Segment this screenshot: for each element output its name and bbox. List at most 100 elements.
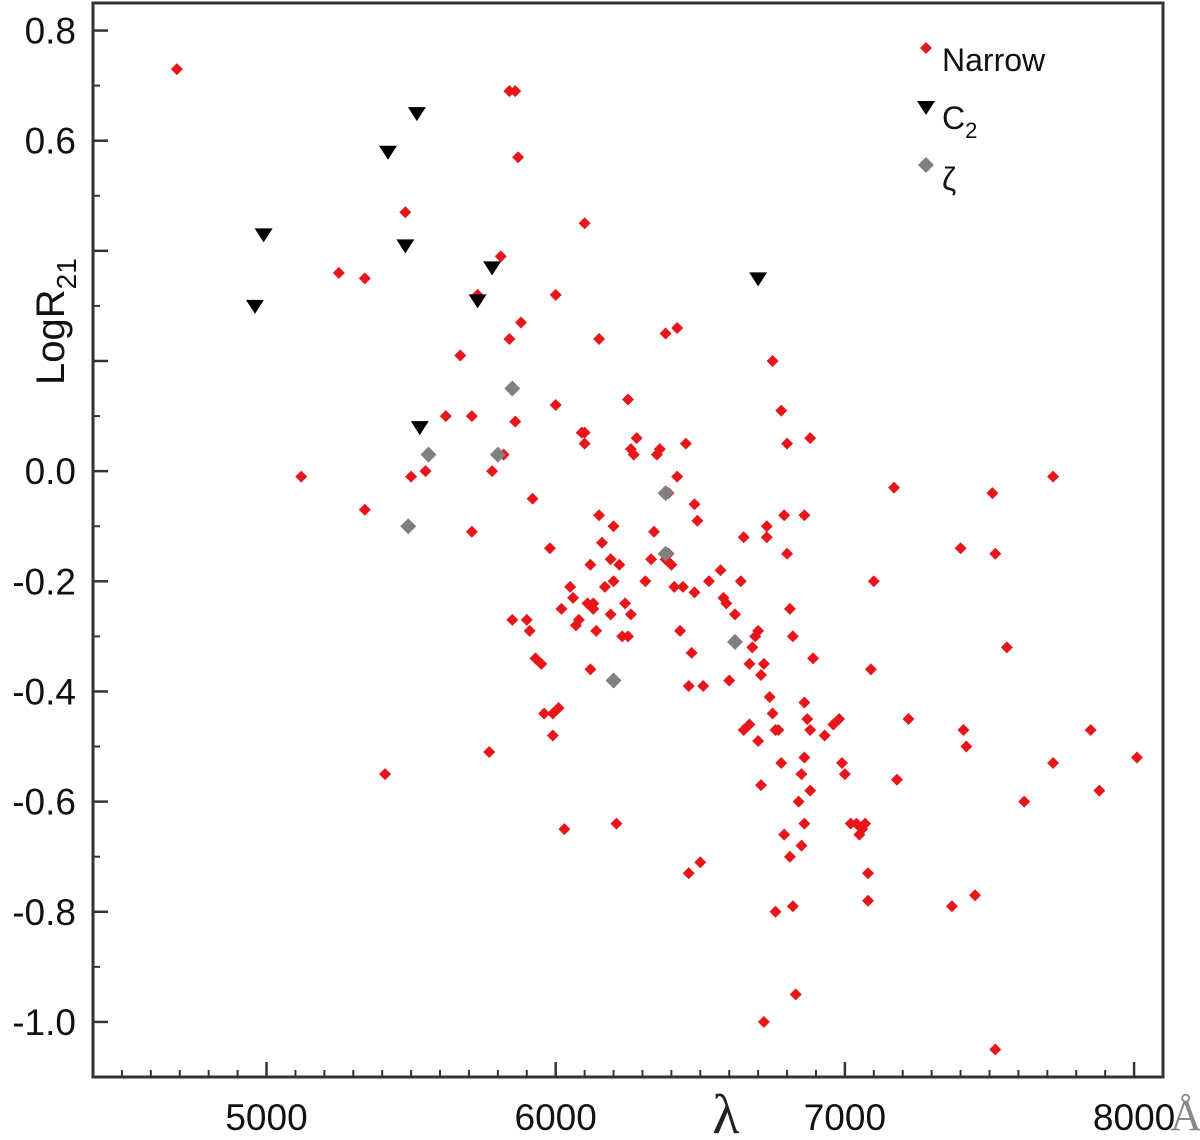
data-point xyxy=(454,349,467,362)
data-point xyxy=(804,724,817,737)
data-point xyxy=(760,531,773,544)
data-point xyxy=(676,580,689,593)
data-point xyxy=(798,751,811,764)
data-point xyxy=(859,817,872,830)
legend-marker-c2 xyxy=(917,101,935,115)
data-point xyxy=(578,426,591,439)
data-point xyxy=(295,470,308,483)
data-point xyxy=(763,690,776,703)
data-point xyxy=(494,250,507,263)
data-point xyxy=(729,608,741,621)
data-point xyxy=(535,657,548,670)
data-point xyxy=(798,696,811,709)
data-point xyxy=(798,509,811,522)
legend-label-c2-main: C xyxy=(942,100,965,136)
data-point xyxy=(702,575,715,588)
data-point xyxy=(954,542,967,555)
data-point xyxy=(838,768,851,781)
data-point xyxy=(657,545,674,562)
data-point xyxy=(804,784,817,797)
x-tick-label: 7000 xyxy=(804,1097,886,1138)
data-point xyxy=(778,509,791,522)
data-point xyxy=(465,410,478,423)
legend: Narrow C2 ζ xyxy=(917,42,1046,197)
data-point xyxy=(727,633,743,650)
data-point xyxy=(439,410,452,423)
data-point xyxy=(503,332,516,345)
data-point xyxy=(520,613,533,626)
x-axis-title: λ xyxy=(712,1084,739,1140)
data-point xyxy=(766,707,779,720)
data-point xyxy=(598,580,611,593)
data-point xyxy=(734,575,747,588)
data-point xyxy=(1018,795,1031,808)
y-axis-title-main: LogR xyxy=(29,289,73,385)
data-point xyxy=(801,713,814,725)
data-point xyxy=(468,294,487,309)
data-point xyxy=(578,217,591,230)
data-point xyxy=(792,795,805,808)
data-point xyxy=(624,608,637,621)
data-point xyxy=(752,735,765,748)
y-tick-label: 0.0 xyxy=(25,451,76,492)
data-point xyxy=(483,746,496,759)
data-point xyxy=(945,900,958,913)
data-point xyxy=(630,432,643,445)
data-point xyxy=(627,448,640,461)
data-point xyxy=(552,701,565,714)
y-tick-label: -0.8 xyxy=(12,892,76,933)
data-point xyxy=(399,206,412,219)
data-point xyxy=(781,437,794,450)
data-point xyxy=(549,399,562,412)
data-point xyxy=(584,558,597,571)
data-point xyxy=(379,768,392,781)
legend-marker-narrow xyxy=(920,42,932,54)
data-point xyxy=(749,272,768,287)
x-tick-label: 8000 xyxy=(1093,1097,1175,1138)
data-point xyxy=(506,613,519,626)
data-point xyxy=(558,823,571,836)
data-point xyxy=(786,630,799,643)
data-point xyxy=(604,553,617,566)
data-point xyxy=(989,1043,1002,1056)
data-point xyxy=(697,679,710,692)
data-point xyxy=(659,327,672,340)
data-point xyxy=(888,481,901,494)
legend-label-zeta: ζ xyxy=(942,161,956,197)
data-point xyxy=(245,299,264,314)
series-narrow xyxy=(170,63,1143,1056)
data-point xyxy=(420,446,437,463)
data-point xyxy=(862,894,875,907)
data-point xyxy=(543,542,556,555)
data-point xyxy=(665,558,678,571)
data-point xyxy=(775,404,788,417)
data-point xyxy=(509,415,522,428)
data-point xyxy=(400,518,417,535)
data-point xyxy=(657,485,674,502)
data-point xyxy=(645,553,658,566)
x-axis-unit: Å xyxy=(1170,1091,1200,1140)
data-point xyxy=(604,608,617,621)
data-point xyxy=(807,652,820,665)
data-point xyxy=(419,465,432,478)
data-point xyxy=(607,520,620,533)
data-point xyxy=(465,525,478,538)
series-zeta xyxy=(400,380,743,689)
y-tick-label: -1.0 xyxy=(12,1002,76,1043)
data-point xyxy=(679,437,692,450)
data-point xyxy=(489,446,506,463)
data-point xyxy=(605,672,622,689)
data-point xyxy=(523,624,536,637)
data-point xyxy=(668,580,681,593)
data-point xyxy=(682,867,695,880)
data-point xyxy=(682,679,695,692)
plot-frame xyxy=(91,1,1165,1079)
data-point xyxy=(1084,724,1097,737)
data-point xyxy=(783,850,796,863)
data-point xyxy=(760,520,773,533)
data-point xyxy=(639,575,652,588)
data-point xyxy=(572,613,585,626)
data-point xyxy=(890,773,903,786)
